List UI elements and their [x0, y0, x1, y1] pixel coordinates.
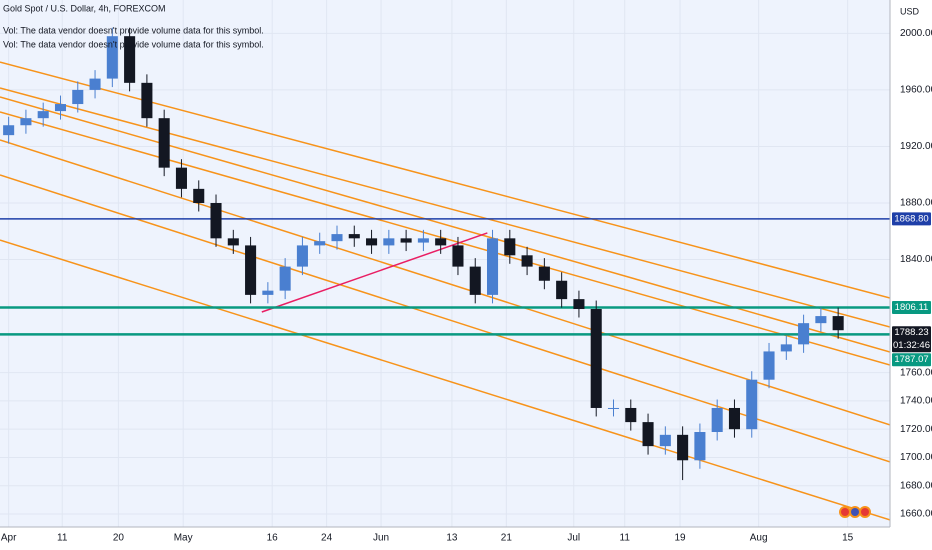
candle-body	[400, 238, 412, 243]
candle-body	[469, 266, 481, 295]
candle-body	[227, 238, 239, 246]
candle-body	[521, 255, 533, 267]
y-tick-label: 1880.00	[900, 198, 932, 209]
candle-body	[193, 188, 205, 203]
candle-body	[3, 125, 15, 136]
trend-line	[0, 239, 890, 521]
candle-body	[175, 167, 187, 189]
candle-body	[573, 299, 585, 310]
y-tick-label: 1760.00	[900, 367, 932, 378]
candle-body	[659, 434, 671, 447]
candle-body	[486, 238, 499, 295]
candle-body	[417, 238, 429, 243]
candle-body	[452, 245, 464, 267]
x-tick-label: 11	[620, 533, 631, 544]
price-badge	[892, 326, 931, 353]
candle-body	[556, 280, 568, 300]
candle-body	[815, 316, 827, 324]
axis-unit: USD	[900, 6, 920, 16]
candle-body	[158, 118, 170, 168]
x-tick-label: 24	[321, 533, 333, 544]
x-tick-label: 15	[842, 533, 854, 544]
y-tick-label: 1920.00	[900, 141, 932, 152]
x-tick-label: Apr	[1, 533, 17, 544]
candle-body	[54, 104, 67, 112]
candle-body	[331, 234, 343, 242]
candle-body	[89, 78, 101, 90]
candle-body	[37, 111, 49, 119]
candle-body	[746, 379, 758, 430]
candle-body	[141, 82, 153, 119]
y-tick-label: 1740.00	[900, 396, 932, 407]
candle-body	[504, 238, 516, 256]
candle-body	[798, 323, 810, 345]
price-badge-label: 1787.07	[894, 354, 928, 365]
x-tick-label: 19	[674, 533, 686, 544]
countdown: 01:32:46	[893, 340, 930, 351]
x-tick-label: Aug	[750, 533, 768, 544]
y-tick-label: 1720.00	[900, 424, 932, 435]
x-tick-label: 13	[446, 533, 458, 544]
candle-body	[20, 118, 32, 126]
y-tick-label: 1960.00	[900, 85, 932, 96]
candle-body	[366, 238, 378, 246]
plot	[0, 27, 890, 521]
trend-line	[261, 232, 488, 313]
legend-note: Vol: The data vendor doesn't provide vol…	[3, 39, 264, 49]
axes: 2000.00 1960.00 1920.00 1880.00 1840.00 1760.…	[1, 28, 932, 544]
candle-body	[106, 36, 118, 79]
grid	[0, 0, 890, 527]
y-tick-label: 1840.00	[900, 254, 932, 265]
candle-body	[625, 407, 637, 423]
candle-body	[296, 245, 308, 267]
candle-body	[832, 316, 844, 331]
y-tick-label: 1700.00	[900, 452, 932, 463]
x-tick-label: 16	[267, 533, 279, 544]
candle-body	[780, 344, 792, 352]
legend-note: Vol: The data vendor doesn't provide vol…	[3, 25, 264, 35]
candle-body	[279, 266, 291, 291]
candle-body	[383, 238, 395, 246]
y-tick-label: 1660.00	[900, 509, 932, 520]
x-tick-label: 20	[113, 533, 125, 544]
candle-body	[435, 238, 447, 246]
x-tick-label: 21	[501, 533, 513, 544]
trend-line	[0, 96, 890, 353]
candle-body	[314, 241, 326, 246]
candle-body	[607, 407, 620, 409]
candle-body	[728, 407, 740, 430]
trend-line	[0, 174, 890, 463]
y-tick-label: 1680.00	[900, 480, 932, 491]
trend-line	[0, 87, 890, 328]
x-tick-label: 11	[57, 533, 68, 544]
y-tick-label: 2000.00	[900, 28, 932, 39]
candle-body	[642, 422, 654, 447]
candle-body	[124, 36, 136, 83]
price-badge	[892, 212, 931, 226]
candle-body	[538, 266, 550, 281]
price-badge-label: 1788.23	[894, 327, 928, 338]
chart-title: Gold Spot / U.S. Dollar, 4h, FOREXCOM	[3, 3, 166, 13]
candle-body	[348, 234, 360, 239]
candle-body	[590, 309, 602, 408]
price-badge-label: 1806.11	[895, 302, 929, 313]
candle-body	[694, 432, 706, 461]
x-tick-label: May	[174, 533, 193, 544]
price-badge	[892, 353, 931, 367]
candle-body	[677, 434, 689, 461]
candle-body	[262, 290, 274, 295]
x-tick-label: Jun	[373, 533, 389, 544]
flag-icons	[839, 506, 871, 518]
trend-line	[0, 139, 890, 426]
x-tick-label: Jul	[567, 533, 580, 544]
candle-body	[763, 351, 775, 380]
candle-body	[245, 245, 257, 295]
price-badge-label: 1868.80	[894, 213, 928, 224]
candle-body	[210, 202, 222, 239]
price-badge	[892, 300, 931, 314]
candle-body	[72, 89, 84, 105]
candle-body	[711, 407, 723, 433]
